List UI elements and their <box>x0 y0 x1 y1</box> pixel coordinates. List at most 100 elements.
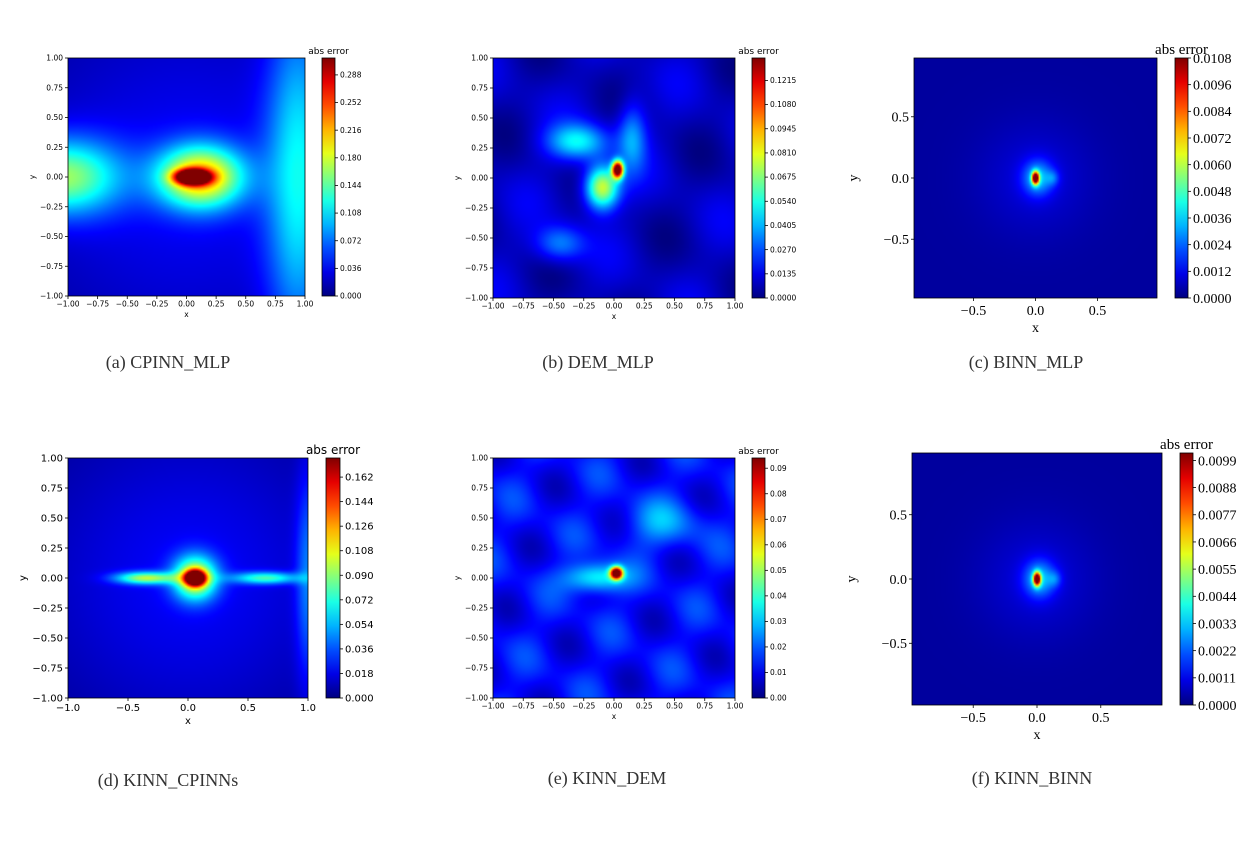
y-tick-label: 0.00 <box>471 574 488 583</box>
x-tick-label: 0.25 <box>636 702 653 711</box>
x-tick-label: −0.75 <box>512 702 535 711</box>
x-tick-label: 1.00 <box>727 302 744 311</box>
y-tick-label: 0.5 <box>892 111 910 126</box>
colorbar-tick-label: 0.1215 <box>770 76 796 85</box>
subfigure-caption: (f) KINN_BINN <box>972 768 1092 789</box>
heatmap-image <box>68 58 305 296</box>
colorbar-tick-label: 0.036 <box>345 644 374 655</box>
y-tick-label: 0.75 <box>471 484 488 493</box>
y-tick-label: −0.50 <box>465 634 488 643</box>
colorbar-tick-label: 0.0000 <box>1193 292 1232 307</box>
y-tick-label: 0.5 <box>890 509 908 524</box>
colorbar-tick-label: 0.252 <box>340 98 362 107</box>
colorbar-tick-label: 0.000 <box>340 292 362 301</box>
colorbar-tick-label: 0.0405 <box>770 221 796 230</box>
colorbar-tick-label: 0.036 <box>340 264 362 273</box>
colorbar-tick-label: 0.0810 <box>770 149 796 158</box>
colorbar-tick-label: 0.07 <box>770 515 787 524</box>
x-tick-label: 1.0 <box>300 703 316 714</box>
y-tick-label: 0.25 <box>471 544 488 553</box>
x-tick-label: 0.25 <box>636 302 653 311</box>
x-tick-label: −1.0 <box>56 703 80 714</box>
colorbar-tick-label: 0.0108 <box>1193 52 1232 67</box>
colorbar-tick-label: 0.0084 <box>1193 105 1232 120</box>
x-axis-label: x <box>1034 728 1041 743</box>
y-tick-label: 0.25 <box>471 144 488 153</box>
y-tick-label: −0.25 <box>32 604 63 615</box>
y-tick-label: 0.25 <box>46 143 63 152</box>
colorbar-tick-label: 0.072 <box>345 595 374 606</box>
x-tick-label: −0.25 <box>572 702 595 711</box>
colorbar-tick-label: 0.0024 <box>1193 239 1232 254</box>
colorbar-tick-label: 0.0099 <box>1198 454 1237 469</box>
colorbar-tick-label: 0.0077 <box>1198 509 1237 524</box>
colorbar-tick-label: 0.0945 <box>770 124 796 133</box>
y-tick-label: −1.00 <box>465 694 488 703</box>
y-tick-label: −1.00 <box>32 694 63 705</box>
colorbar <box>751 457 766 699</box>
x-tick-label: −0.25 <box>145 300 168 309</box>
x-tick-label: −0.5 <box>961 304 986 319</box>
colorbar-tick-label: 0.0066 <box>1198 536 1237 551</box>
panel-a: −1.00 −0.75 −0.50 −0.25 0.00 0.25 0.50 0.75 1.00… <box>28 47 362 373</box>
colorbar-tick-label: 0.144 <box>340 181 362 190</box>
colorbar-tick-label: 0.0675 <box>770 173 796 182</box>
y-tick-label: 0.75 <box>471 84 488 93</box>
y-tick-label: 1.00 <box>471 454 488 463</box>
colorbar-tick-label: 0.108 <box>340 209 362 218</box>
colorbar-label: abs error <box>308 47 349 57</box>
colorbar <box>321 57 336 297</box>
y-tick-label: 0.00 <box>46 173 63 182</box>
x-tick-label: −1.00 <box>482 302 505 311</box>
colorbar-label: abs error <box>1155 42 1208 58</box>
colorbar-tick-label: 0.000 <box>345 694 374 705</box>
colorbar-tick-label: 0.0048 <box>1193 185 1232 200</box>
x-tick-label: 0.25 <box>208 300 225 309</box>
colorbar-tick-label: 0.01 <box>770 668 787 677</box>
x-tick-label: 0.0 <box>180 703 196 714</box>
y-tick-label: −0.75 <box>465 264 488 273</box>
y-tick-label: −0.50 <box>32 634 63 645</box>
x-tick-label: 0.00 <box>606 302 623 311</box>
x-tick-label: −1.00 <box>57 300 80 309</box>
colorbar-tick-label: 0.0096 <box>1193 79 1232 94</box>
colorbar-tick-label: 0.0000 <box>1198 699 1237 714</box>
colorbar-tick-label: 0.288 <box>340 71 362 80</box>
x-tick-label: −0.50 <box>116 300 139 309</box>
colorbar-tick-label: 0.04 <box>770 591 787 600</box>
y-tick-label: 0.0 <box>892 172 910 187</box>
x-tick-label: 0.50 <box>237 300 254 309</box>
colorbar-tick-label: 0.0036 <box>1193 212 1232 227</box>
y-tick-label: 0.50 <box>471 514 488 523</box>
x-tick-label: 0.00 <box>606 702 623 711</box>
x-tick-label: 0.50 <box>666 702 683 711</box>
heatmap-image <box>68 458 308 698</box>
y-tick-label: 0.75 <box>46 83 63 92</box>
y-tick-label: 0.25 <box>41 544 63 555</box>
panel-b: −1.00 −0.75 −0.50 −0.25 0.00 0.25 0.50 0.75 1.00… <box>453 47 796 373</box>
colorbar-tick-label: 0.0135 <box>770 269 796 278</box>
colorbar-tick-label: 0.0000 <box>770 294 796 303</box>
x-axis-label: x <box>185 716 191 727</box>
y-tick-label: −0.75 <box>40 262 63 271</box>
x-tick-label: 0.50 <box>666 302 683 311</box>
x-tick-label: −0.5 <box>116 703 140 714</box>
colorbar-tick-label: 0.0011 <box>1198 672 1236 687</box>
subfigure-caption: (a) CPINN_MLP <box>106 352 231 373</box>
colorbar-label: abs error <box>306 443 360 457</box>
colorbar-tick-label: 0.05 <box>770 566 787 575</box>
y-tick-label: 1.00 <box>46 54 63 63</box>
colorbar-tick-label: 0.018 <box>345 669 374 680</box>
y-tick-label: −0.75 <box>465 664 488 673</box>
y-tick-label: −1.00 <box>40 292 63 301</box>
colorbar-tick-label: 0.0012 <box>1193 265 1232 280</box>
colorbar-tick-label: 0.072 <box>340 236 362 245</box>
heatmap-image <box>493 58 735 298</box>
x-tick-label: −0.25 <box>572 302 595 311</box>
subfigure-caption: (b) DEM_MLP <box>542 352 654 373</box>
colorbar-tick-label: 0.162 <box>345 473 374 484</box>
colorbar-tick-label: 0.06 <box>770 540 787 549</box>
y-axis-label: y <box>847 175 862 182</box>
colorbar-tick-label: 0.0022 <box>1198 645 1237 660</box>
x-tick-label: 0.0 <box>1027 304 1045 319</box>
